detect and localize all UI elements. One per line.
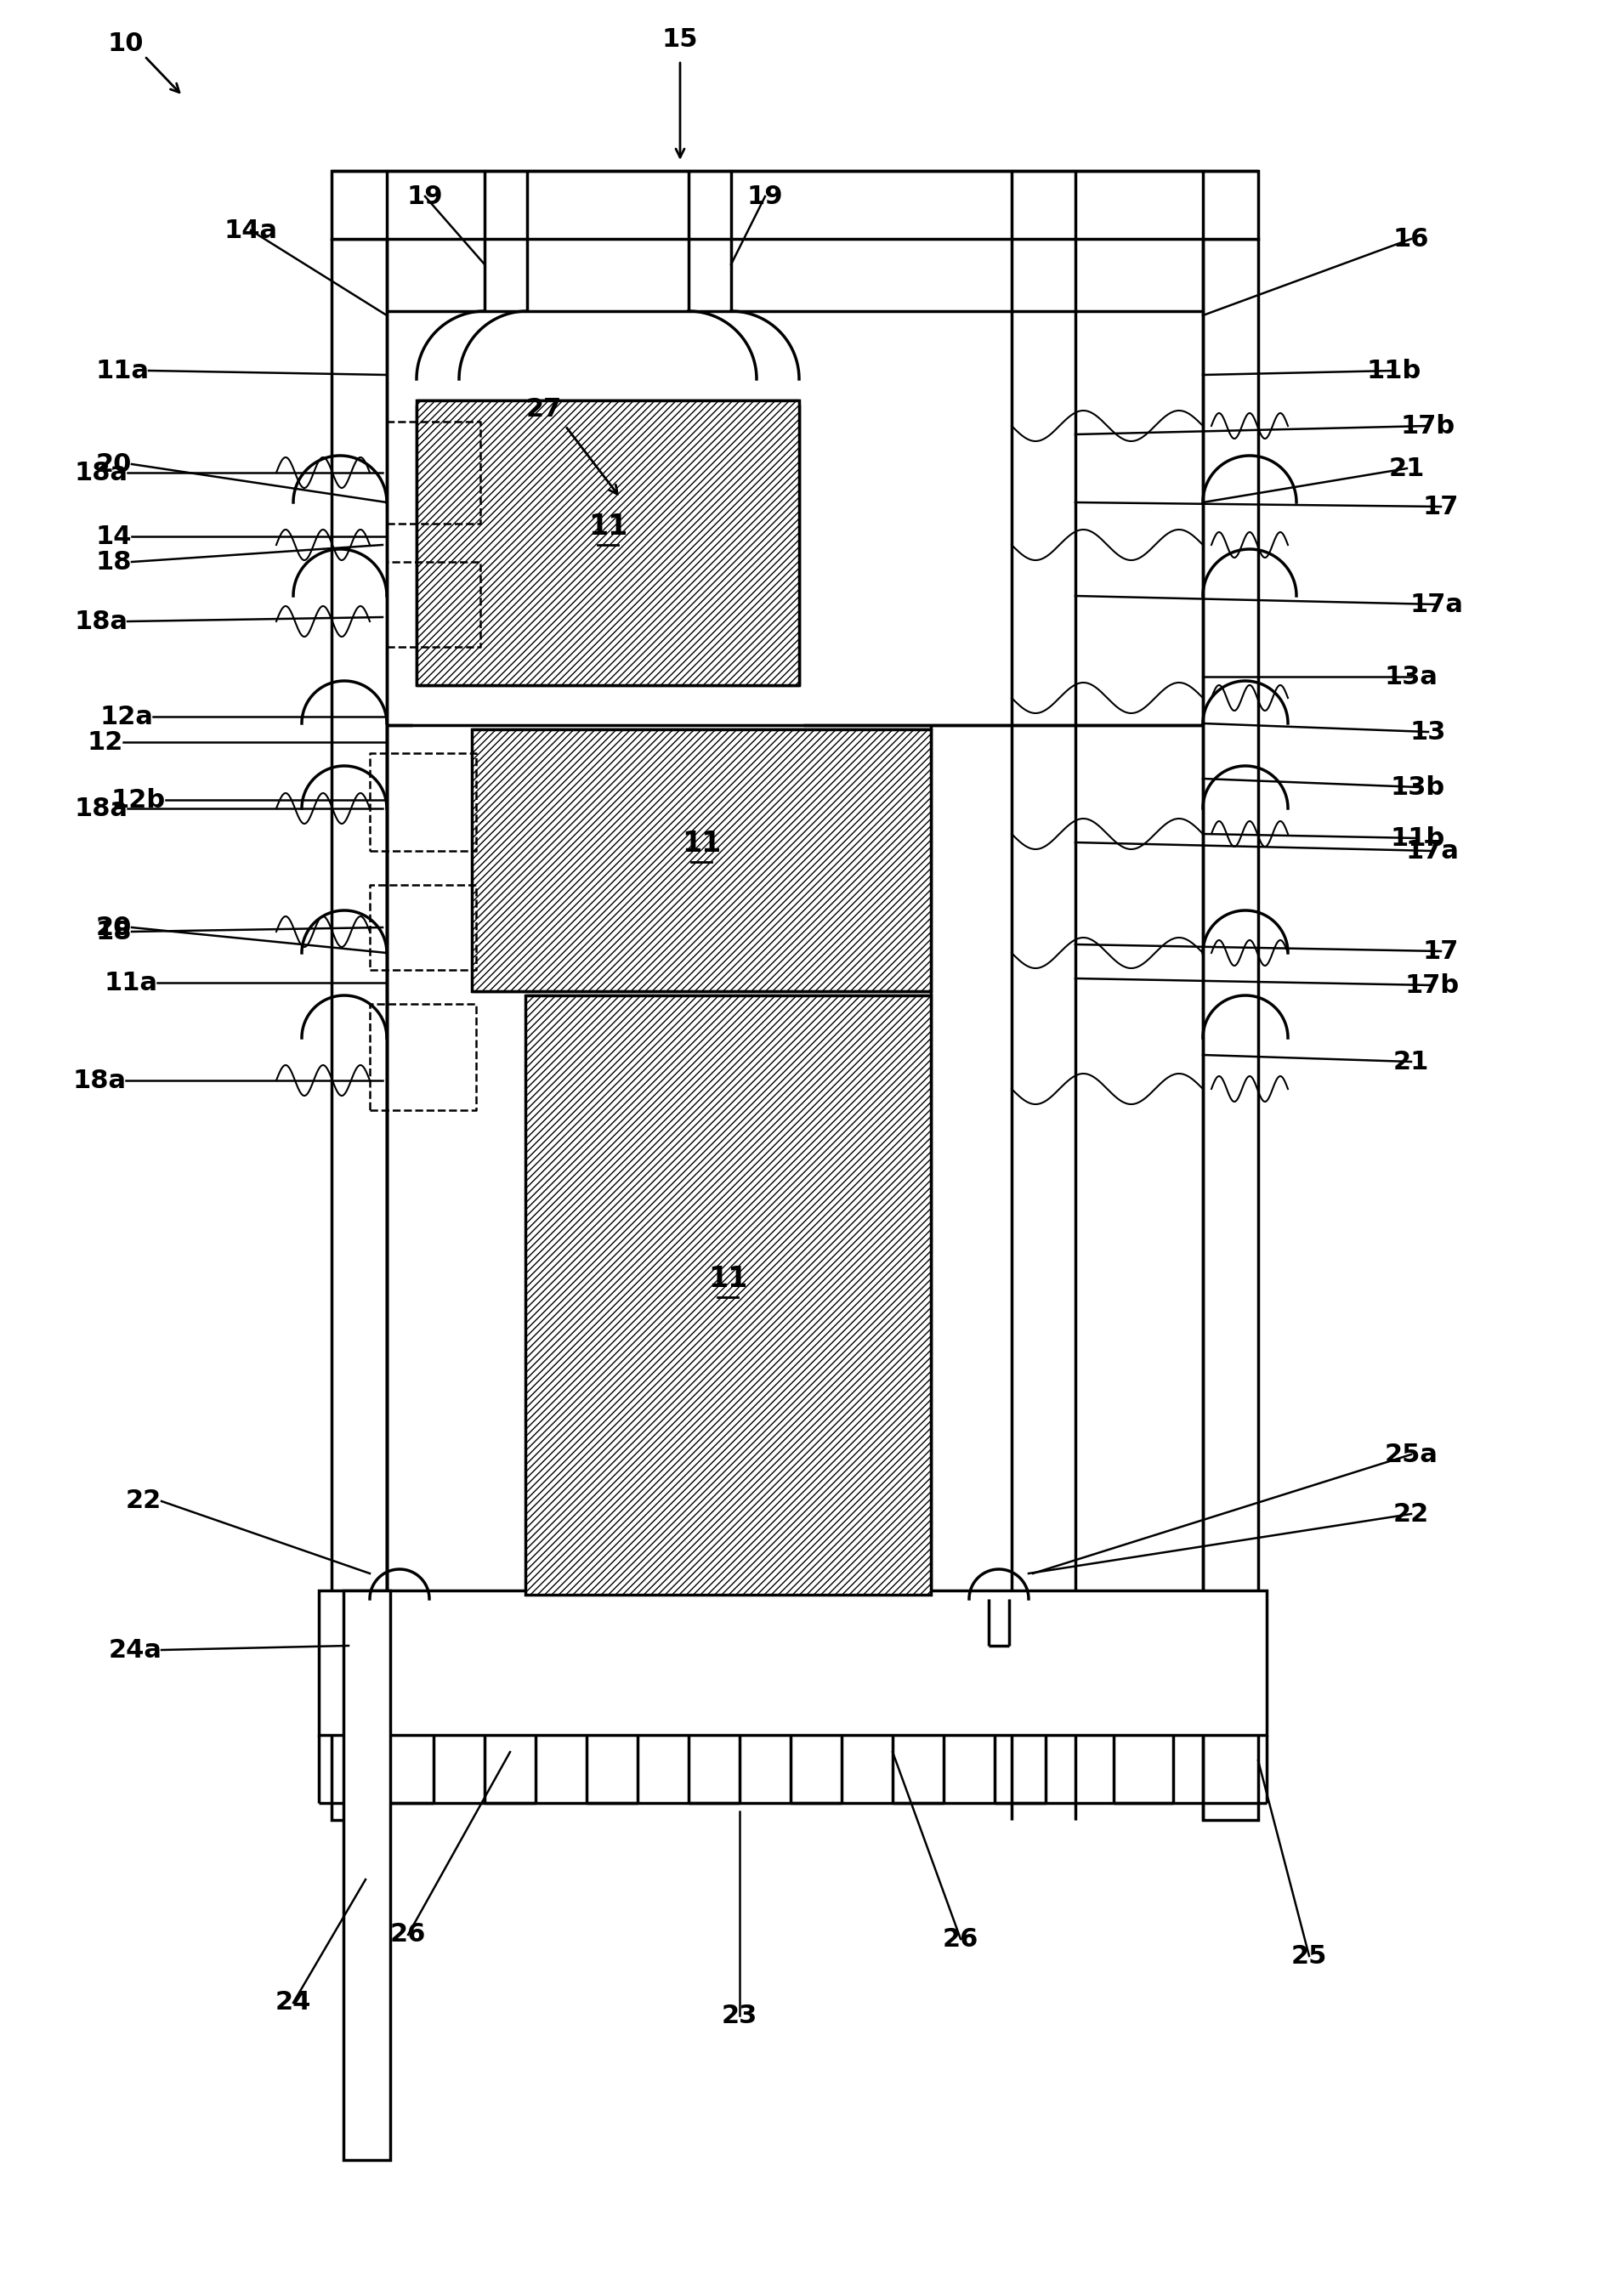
Text: 16: 16 — [1393, 227, 1428, 250]
Text: 17a: 17a — [1409, 592, 1464, 618]
Text: 17b: 17b — [1401, 413, 1456, 439]
Text: 13a: 13a — [1385, 664, 1438, 689]
Text: 19: 19 — [408, 184, 443, 209]
Text: 18a: 18a — [74, 797, 127, 820]
Text: 11b: 11b — [1367, 358, 1422, 383]
Text: 27: 27 — [526, 397, 562, 420]
Text: 12: 12 — [87, 730, 124, 755]
Text: 21: 21 — [1388, 457, 1425, 480]
Bar — [525, 996, 931, 1596]
Text: 11a: 11a — [104, 971, 157, 994]
Bar — [332, 170, 1258, 239]
Text: 15: 15 — [661, 28, 698, 51]
Text: 23: 23 — [722, 2002, 758, 2027]
Bar — [1202, 239, 1258, 1821]
Text: 17: 17 — [1424, 494, 1459, 519]
Text: 20: 20 — [96, 916, 132, 939]
Text: 25: 25 — [1290, 1945, 1327, 1968]
Text: 20: 20 — [96, 452, 132, 478]
Text: 13b: 13b — [1390, 774, 1444, 799]
Text: 13: 13 — [1411, 719, 1446, 744]
Text: 18a: 18a — [72, 1068, 125, 1093]
Text: 18a: 18a — [74, 459, 127, 484]
Text: 24a: 24a — [108, 1637, 162, 1662]
Text: 17a: 17a — [1406, 838, 1459, 863]
Bar — [319, 1591, 1266, 1736]
Text: 10: 10 — [108, 32, 144, 55]
Text: 21: 21 — [1393, 1049, 1428, 1075]
Text: 22: 22 — [1393, 1502, 1428, 1527]
Text: 18a: 18a — [74, 608, 127, 634]
Text: 11: 11 — [708, 1265, 748, 1293]
Text: 17: 17 — [1424, 939, 1459, 964]
Text: 11: 11 — [587, 512, 628, 540]
Bar — [472, 730, 931, 992]
Text: 18: 18 — [96, 918, 132, 944]
Text: 12b: 12b — [111, 788, 165, 813]
Bar — [343, 1591, 390, 2161]
Text: 11b: 11b — [1390, 827, 1444, 850]
Text: 11: 11 — [682, 829, 721, 856]
Bar — [417, 400, 799, 684]
Text: 22: 22 — [125, 1488, 162, 1513]
Text: 19: 19 — [746, 184, 783, 209]
Text: 26: 26 — [390, 1922, 425, 1947]
Text: 12a: 12a — [100, 705, 152, 728]
Text: 24: 24 — [276, 1991, 311, 2016]
Text: 25a: 25a — [1385, 1442, 1438, 1467]
Text: 26: 26 — [942, 1926, 979, 1952]
Text: 11a: 11a — [95, 358, 149, 383]
Text: 18: 18 — [96, 549, 132, 574]
Text: 14: 14 — [96, 523, 132, 549]
Text: 14a: 14a — [225, 218, 278, 243]
Bar — [332, 239, 387, 1821]
Text: 17b: 17b — [1404, 974, 1459, 996]
